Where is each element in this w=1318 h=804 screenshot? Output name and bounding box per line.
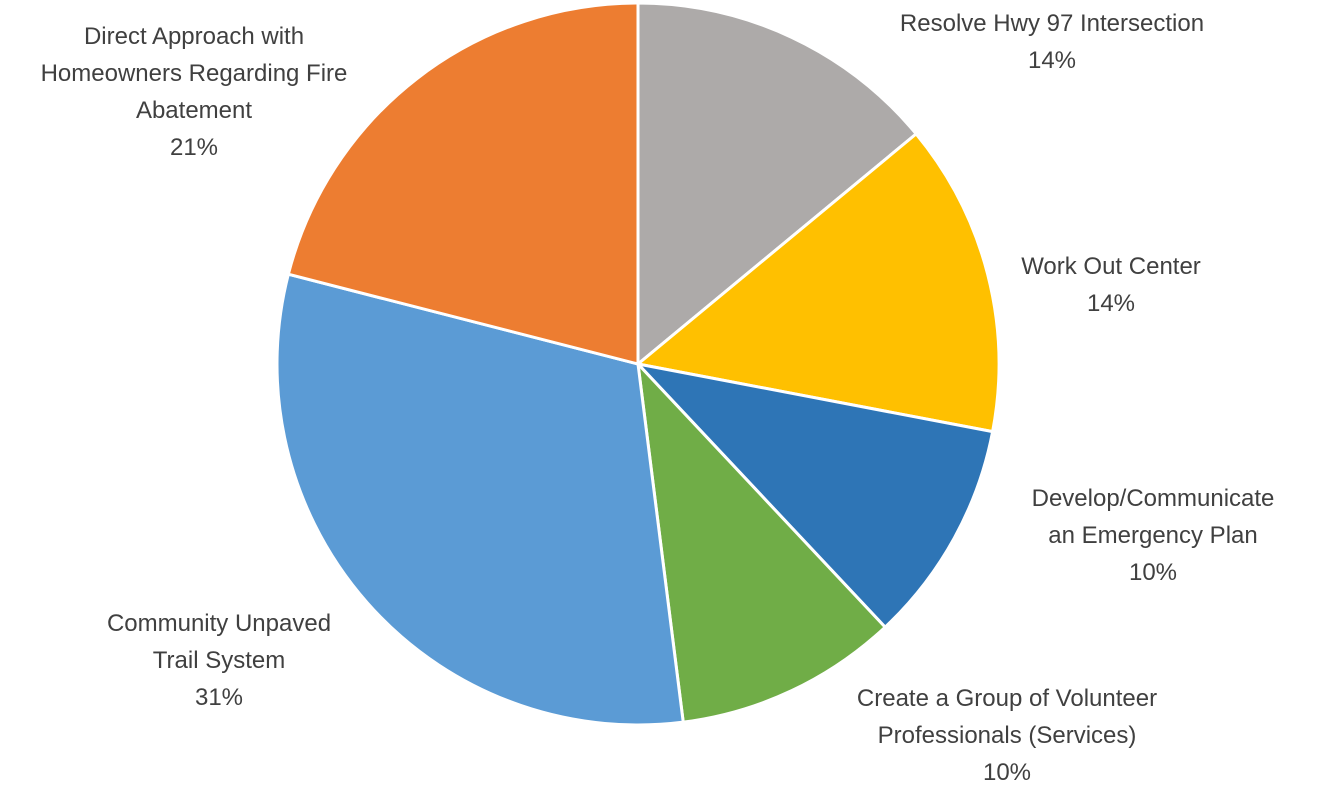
data-label-5: Community Unpaved Trail System 31% [107,610,331,711]
slice-category-label: Create a Group of Volunteer [857,685,1157,712]
pie-labels: Resolve Hwy 97 Intersection 14%Work Out C… [41,10,1275,786]
pie-slice-6 [286,1,640,366]
slice-category-label: Trail System [153,647,285,674]
pie-slices [275,1,1001,727]
data-label-3: Develop/Communicate an Emergency Plan 10% [1032,485,1275,586]
slice-category-label: Abatement [136,97,252,124]
slice-category-label: Community Unpaved [107,610,331,637]
slice-percent-label: 14% [1087,290,1135,317]
pie-slice-5 [275,272,685,727]
data-label-4: Create a Group of Volunteer Professionals… [857,685,1157,786]
slice-percent-label: 10% [1129,559,1177,586]
slice-category-label: an Emergency Plan [1048,522,1257,549]
data-label-6: Direct Approach with Homeowners Regarding… [41,23,348,161]
slice-category-label: Professionals (Services) [878,722,1137,749]
data-label-1: Resolve Hwy 97 Intersection 14% [900,10,1204,74]
slice-category-label: Resolve Hwy 97 Intersection [900,10,1204,37]
slice-percent-label: 31% [195,684,243,711]
slice-percent-label: 21% [170,134,218,161]
pie-slice-1 [636,1,918,366]
slice-percent-label: 10% [983,759,1031,786]
slice-category-label: Work Out Center [1021,253,1201,280]
pie-slice-4 [636,362,887,724]
slice-percent-label: 14% [1028,47,1076,74]
pie-slice-3 [636,362,995,629]
slice-category-label: Homeowners Regarding Fire [41,60,348,87]
slice-category-label: Develop/Communicate [1032,485,1275,512]
data-label-2: Work Out Center 14% [1021,253,1201,317]
pie-slice-2 [636,132,1001,434]
slice-category-label: Direct Approach with [84,23,304,50]
